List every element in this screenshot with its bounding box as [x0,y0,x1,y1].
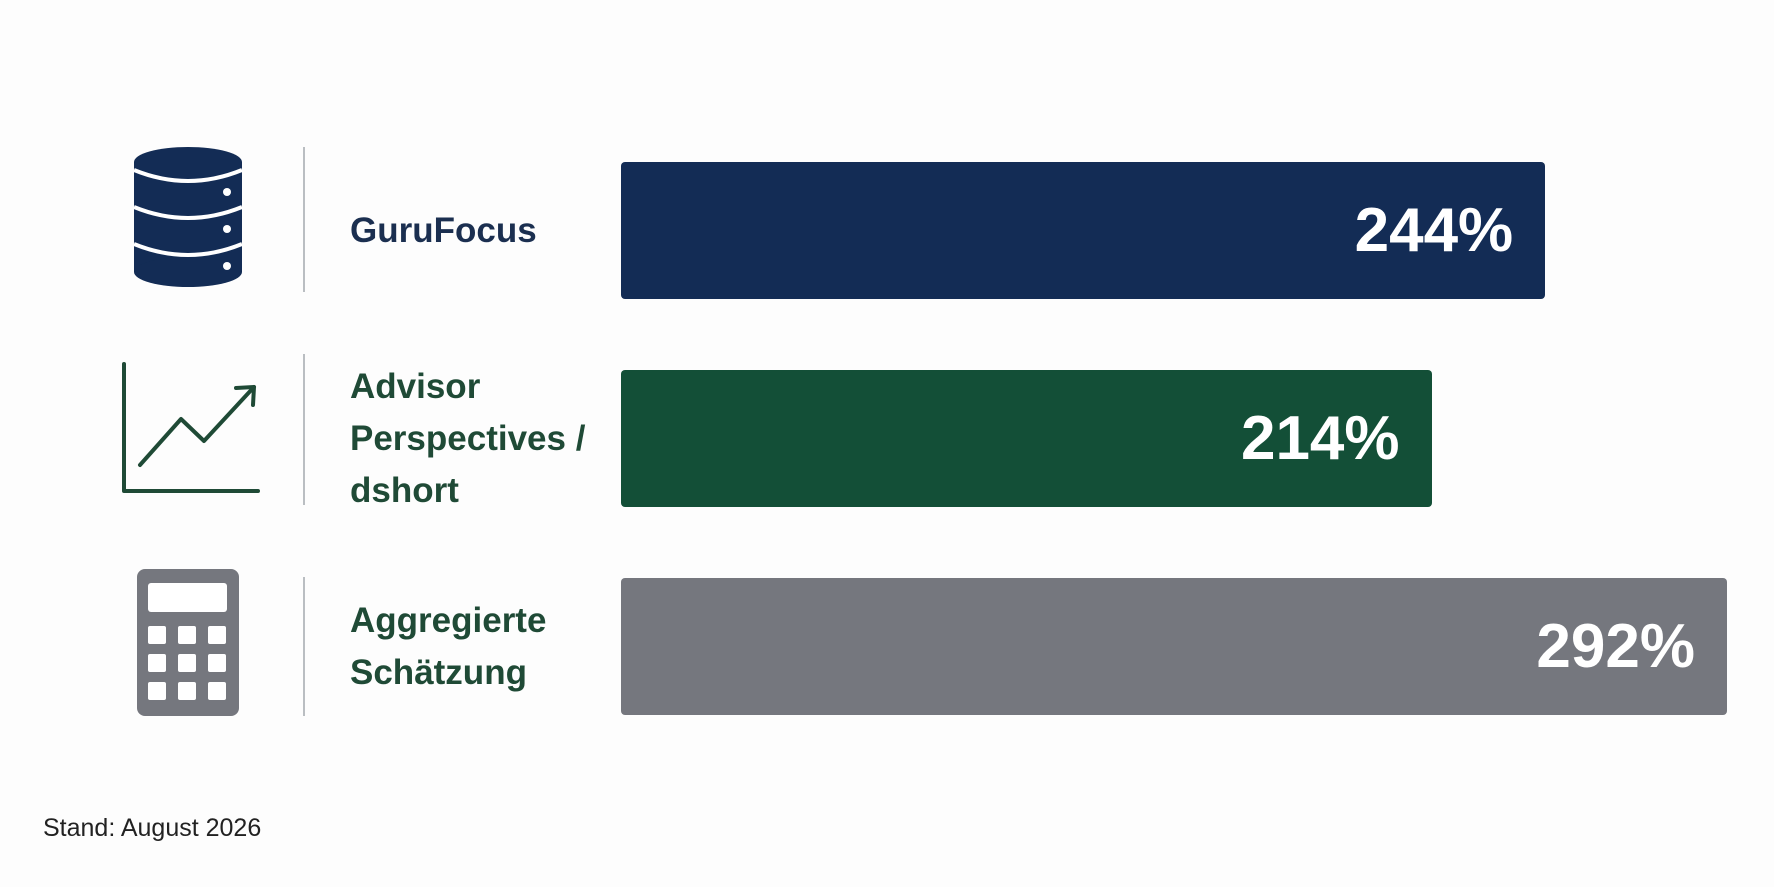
bar [621,578,1727,715]
chart-icon [122,362,260,493]
category-label: GuruFocus [350,210,537,250]
category-label: Advisor Perspectives / dshort [350,366,586,510]
category-label: Aggregierte Schätzung [350,600,547,692]
value-label: 292% [1536,612,1695,681]
calculator-icon [137,569,239,716]
database-icon [133,147,243,287]
value-label: 214% [1240,404,1400,473]
bar [621,162,1546,299]
value-label: 244% [1354,196,1514,265]
footer: Stand: August 2026 [43,814,262,842]
bar [621,370,1432,507]
